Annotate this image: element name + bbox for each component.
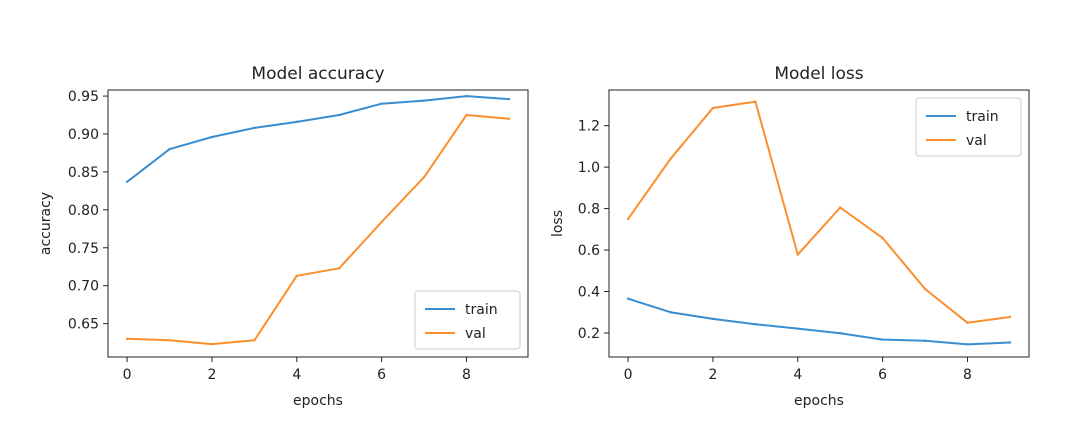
loss-axes-frame [608,89,1030,358]
loss-train-point [839,331,842,335]
loss-chart-title: Model loss [774,64,863,84]
accuracy-train-line [126,95,509,183]
loss-train-point [966,343,969,346]
accuracy-train-point [380,102,383,105]
loss-val-point [669,157,672,161]
loss-val-line [627,100,1011,324]
accuracy-y-tick-label: 0.75 [68,241,99,257]
loss-val-point [796,253,799,256]
accuracy-val-line [127,114,509,346]
loss-train-point [669,311,672,314]
loss-y-tick-label: 0.6 [578,243,600,259]
accuracy-val-point [295,274,298,278]
accuracy-train-point [422,99,426,102]
accuracy-x-tick-label: 4 [292,367,301,383]
accuracy-train-point [338,113,341,117]
loss-x-tick-label: 6 [878,367,887,383]
accuracy-y-tick-label: 0.95 [68,89,99,105]
loss-train-point [796,327,799,330]
accuracy-val-point [210,342,214,346]
accuracy-train-point [253,126,256,130]
accuracy-chart: Model accuracy 0 2 4 6 8 0.65 0.70 0.75 0.80 0.85 0… [38,64,529,409]
loss-val-point [839,206,842,209]
accuracy-train-point [168,147,171,151]
loss-train-point [754,323,757,326]
loss-train-point [626,297,630,300]
loss-y-axis-label: loss [550,210,566,237]
loss-val-point [966,321,969,324]
accuracy-legend-label-train: train [465,302,498,318]
loss-y-tick-label: 0.4 [578,284,600,300]
accuracy-val-point [338,267,341,270]
accuracy-val-point [125,337,129,340]
loss-y-tick-label: 0.8 [578,202,600,218]
accuracy-val-point [507,117,511,121]
loss-y-tick-label: 0.2 [578,326,600,342]
accuracy-legend-label-val: val [465,326,486,342]
loss-val-point [711,106,715,110]
loss-train-line [627,297,1010,346]
accuracy-y-tick-label: 0.90 [68,127,99,143]
loss-x-tick-label: 8 [963,367,972,383]
accuracy-train-point [465,94,468,98]
accuracy-x-tick-label: 8 [462,367,471,383]
loss-val-point [1008,315,1012,319]
loss-train-point [881,338,884,341]
loss-chart: Model loss 0 2 4 6 8 0.2 0.4 0.6 0.8 1.0 1.2 epochs l… [550,64,1030,409]
accuracy-val-point [168,339,171,342]
accuracy-y-axis-label: accuracy [38,192,54,255]
loss-legend-label-val: val [966,133,987,149]
loss-x-tick-label: 4 [793,367,802,383]
accuracy-val-point [253,339,256,342]
loss-y-tick-label: 1.0 [578,160,600,176]
loss-legend [915,97,1022,157]
accuracy-y-tick-label: 0.70 [68,279,99,295]
accuracy-x-tick-label: 6 [377,367,386,383]
accuracy-y-tick-label: 0.80 [68,203,99,219]
loss-x-axis-label: epochs [794,393,844,409]
loss-train-point [711,317,715,321]
accuracy-train-point [507,97,511,101]
loss-val-point [881,236,884,240]
loss-val-point [923,287,927,291]
loss-legend-label-train: train [966,109,999,125]
accuracy-legend [414,290,521,350]
loss-val-point [626,217,630,221]
accuracy-chart-title: Model accuracy [251,64,384,84]
loss-train-point [923,339,927,343]
accuracy-y-tick-label: 0.85 [68,165,99,181]
loss-train-point [1008,341,1012,344]
accuracy-val-point [380,220,383,224]
accuracy-y-tick-label: 0.65 [68,317,99,333]
accuracy-x-tick-label: 2 [207,367,216,383]
accuracy-val-point [422,176,426,179]
loss-y-tick-label: 1.2 [578,119,600,135]
loss-x-tick-label: 0 [624,367,633,383]
accuracy-x-axis-label: epochs [293,393,343,409]
accuracy-train-point [295,120,298,124]
accuracy-val-point [465,113,468,117]
accuracy-train-point [125,180,129,183]
loss-x-tick-label: 2 [708,367,717,383]
accuracy-train-point [210,135,214,139]
accuracy-x-tick-label: 0 [123,367,132,383]
accuracy-axes-frame [107,89,529,358]
loss-val-point [754,100,757,103]
